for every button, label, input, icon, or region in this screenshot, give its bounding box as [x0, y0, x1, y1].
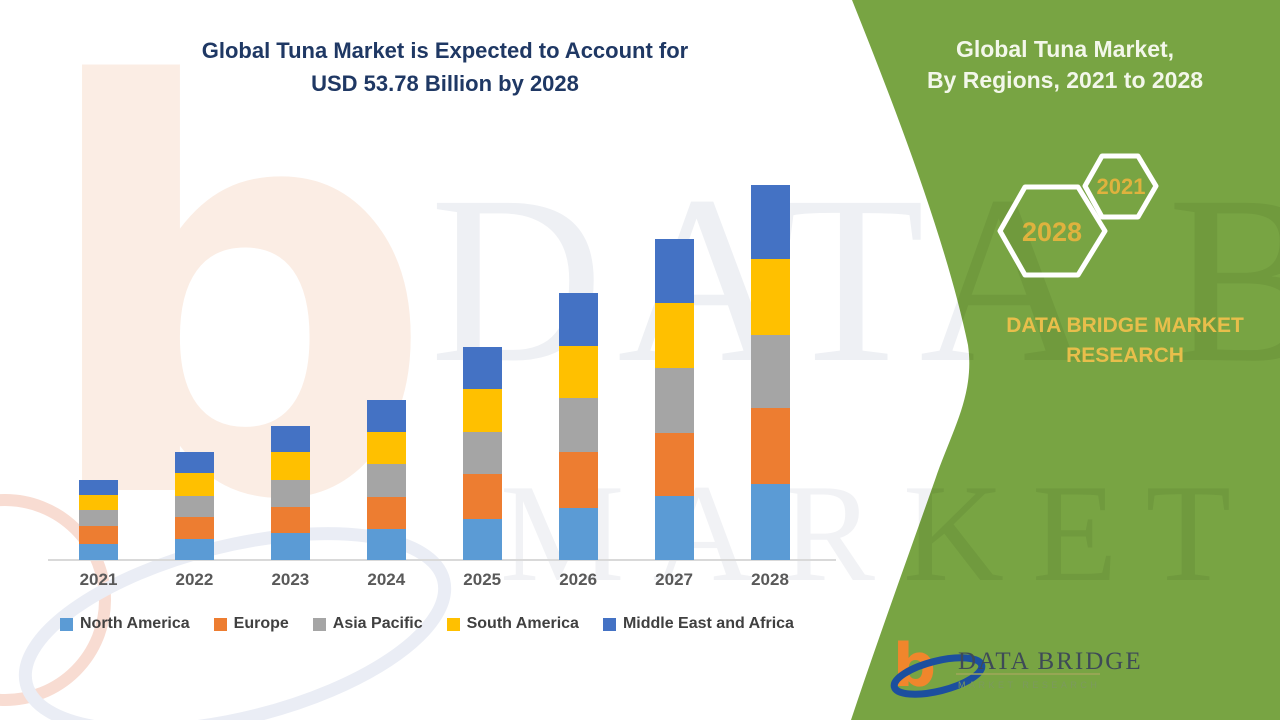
bar-segment-asia-pacific-2023	[270, 479, 310, 507]
watermark-swoosh-ellipse	[18, 527, 452, 720]
bar-segment-north-america-2025	[462, 518, 502, 560]
bar-segment-south-america-2027	[654, 302, 694, 368]
bar-segment-europe-2025	[462, 474, 502, 519]
bar-segment-middle-east-and-africa-2025	[462, 346, 502, 389]
bar-segment-middle-east-and-africa-2024	[366, 399, 406, 432]
bar-segment-middle-east-and-africa-2023	[270, 425, 310, 453]
bar-segment-middle-east-and-africa-2028	[750, 185, 790, 259]
x-axis-label-2025: 2025	[463, 570, 502, 589]
bar-segment-north-america-2024	[366, 529, 406, 560]
legend-swatch-south-america	[446, 617, 460, 631]
bar-2027	[654, 239, 694, 560]
x-axis-label-2027: 2027	[655, 570, 693, 589]
bar-segment-middle-east-and-africa-2022	[174, 451, 214, 474]
chart-title-line2: USD 53.78 Billion by 2028	[311, 71, 579, 96]
bar-segment-south-america-2028	[750, 258, 790, 335]
legend-item-north-america: North America	[60, 615, 190, 633]
bar-2021	[79, 480, 118, 560]
bar-2025	[462, 346, 502, 560]
chart-title: Global Tuna Market is Expected to Accoun…	[40, 34, 850, 100]
legend-item-south-america: South America	[446, 615, 579, 633]
legend-label-south-america: South America	[466, 615, 579, 632]
x-axis-label-2022: 2022	[175, 570, 214, 589]
legend-item-middle-east-and-africa: Middle East and Africa	[602, 615, 794, 633]
bar-2023	[270, 425, 310, 560]
bar-segment-north-america-2028	[750, 483, 790, 560]
bar-segment-europe-2024	[366, 496, 406, 530]
x-axis-label-2028: 2028	[751, 570, 789, 589]
bar-segment-europe-2028	[750, 408, 790, 484]
bar-segment-asia-pacific-2025	[462, 431, 502, 475]
bar-segment-north-america-2021	[79, 544, 118, 560]
legend-item-europe: Europe	[213, 615, 289, 633]
bar-segment-south-america-2026	[558, 345, 598, 399]
bar-segment-middle-east-and-africa-2026	[558, 292, 598, 346]
legend-swatch-asia-pacific	[312, 617, 326, 631]
bar-segment-europe-2026	[558, 452, 598, 509]
bar-2026	[558, 292, 598, 560]
legend-label-asia-pacific: Asia Pacific	[332, 615, 423, 632]
bar-segment-europe-2022	[174, 516, 214, 539]
legend-label-europe: Europe	[233, 615, 289, 632]
bar-2024	[366, 399, 406, 560]
x-axis-label-2026: 2026	[559, 570, 598, 589]
bar-segment-europe-2027	[654, 432, 694, 496]
bar-segment-south-america-2021	[79, 495, 118, 511]
bar-2028	[750, 185, 790, 560]
bar-segment-north-america-2023	[270, 533, 310, 560]
legend-item-asia-pacific: Asia Pacific	[312, 615, 423, 633]
bar-segment-middle-east-and-africa-2027	[654, 239, 694, 303]
chart-title-line1: Global Tuna Market is Expected to Accoun…	[201, 38, 689, 63]
bar-segment-south-america-2024	[366, 431, 406, 465]
x-axis-label-2024: 2024	[367, 570, 406, 589]
bar-segment-asia-pacific-2027	[654, 367, 694, 433]
bar-segment-south-america-2023	[270, 452, 310, 480]
bar-segment-europe-2021	[79, 525, 118, 544]
bar-segment-north-america-2027	[654, 495, 694, 560]
bar-segment-asia-pacific-2026	[558, 398, 598, 453]
x-axis-label-2023: 2023	[271, 570, 310, 589]
legend-swatch-europe	[213, 617, 227, 631]
legend-label-north-america: North America	[80, 615, 190, 632]
legend-label-middle-east-and-africa: Middle East and Africa	[622, 615, 794, 632]
bar-segment-europe-2023	[270, 506, 310, 534]
bar-segment-south-america-2022	[174, 473, 214, 496]
bar-segment-asia-pacific-2021	[79, 510, 118, 526]
x-axis-line	[48, 559, 836, 561]
bar-segment-asia-pacific-2028	[750, 334, 790, 409]
bar-segment-north-america-2022	[174, 539, 214, 560]
legend-swatch-middle-east-and-africa	[602, 617, 616, 631]
x-axis-label-2021: 2021	[79, 570, 118, 589]
bar-segment-north-america-2026	[558, 508, 598, 560]
bar-segment-middle-east-and-africa-2021	[79, 480, 118, 496]
bar-segment-south-america-2025	[462, 388, 502, 432]
chart-plot	[48, 185, 836, 561]
bar-segment-asia-pacific-2022	[174, 495, 214, 517]
bar-2022	[174, 451, 214, 560]
watermark-red-arc	[0, 494, 111, 706]
legend: North America Europe Asia Pacific South Ame…	[60, 615, 794, 633]
bar-segment-asia-pacific-2024	[366, 464, 406, 497]
legend-swatch-north-america	[60, 617, 73, 631]
